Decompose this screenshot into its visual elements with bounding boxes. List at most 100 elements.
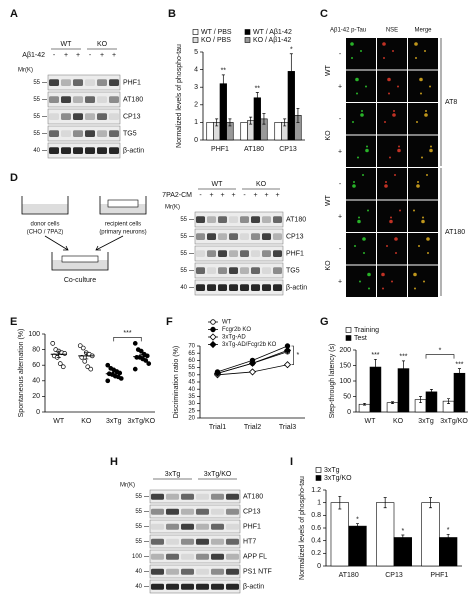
- legend-label: KO / PBS: [201, 37, 231, 44]
- data-point: [60, 364, 66, 370]
- blot-band: [273, 284, 282, 292]
- blot-band: [151, 568, 164, 575]
- blot-band: [196, 523, 209, 530]
- significance-bracket: [425, 354, 455, 359]
- blot-strip: [47, 74, 121, 91]
- coculture-label: Co-culture: [64, 277, 96, 284]
- band-label: PHF1: [123, 79, 141, 86]
- blot-strip: [47, 125, 121, 142]
- y-tick-label: 70: [188, 344, 195, 350]
- well: [51, 252, 109, 271]
- cell: [421, 156, 423, 159]
- blot-band: [85, 79, 95, 87]
- cell: [357, 219, 361, 224]
- legend-swatch: [192, 37, 199, 43]
- cell: [391, 280, 393, 283]
- micrograph: [377, 103, 407, 135]
- x-tick-label: Trial2: [244, 424, 261, 431]
- lane-sign: +: [275, 192, 279, 199]
- cell: [354, 245, 356, 247]
- micrograph: [408, 38, 438, 70]
- y-tick-label: 1: [194, 119, 198, 126]
- blot-strip: [47, 108, 121, 125]
- y-tick-label: 40: [32, 378, 40, 385]
- x-tick-label: 3xTg: [106, 418, 122, 425]
- blot-band: [181, 538, 194, 545]
- cell: [365, 85, 367, 88]
- band-label: TG5: [123, 130, 137, 137]
- error-bar: [139, 353, 144, 360]
- blot-band: [151, 493, 164, 500]
- blot-band: [85, 113, 95, 121]
- legend-label: Test: [354, 335, 367, 342]
- blot-band: [240, 233, 249, 241]
- blot-band: [229, 216, 238, 224]
- data-point: [105, 362, 111, 368]
- bar: [330, 502, 349, 567]
- lane-sign: -: [89, 52, 92, 59]
- micrograph: [377, 200, 407, 232]
- cell: [413, 209, 415, 212]
- error-bar: [457, 368, 461, 379]
- group-label: WT: [212, 181, 224, 188]
- cell: [398, 145, 400, 148]
- panel-letter: B: [168, 8, 176, 20]
- blot-band: [207, 267, 216, 275]
- blot-band: [196, 553, 209, 560]
- blot-band: [181, 568, 194, 575]
- marker: [248, 368, 257, 376]
- micrograph: [346, 265, 376, 297]
- y-tick-label: 0: [36, 409, 40, 416]
- bar: [253, 97, 261, 141]
- marker: [248, 359, 257, 367]
- marker-label: 100: [132, 554, 143, 560]
- band-label: CP13: [286, 233, 304, 240]
- blot-strip: [47, 142, 121, 159]
- bar: [240, 122, 248, 141]
- legend-label: 3xTg/KO: [324, 475, 352, 482]
- error-bar: [356, 523, 360, 529]
- lane-sign: -: [199, 192, 202, 199]
- blot-band: [240, 216, 249, 224]
- axis: [199, 346, 305, 419]
- blot-band: [61, 130, 71, 138]
- lane-sign: +: [76, 52, 80, 59]
- marker: [210, 326, 216, 333]
- group-label: WT: [61, 41, 73, 48]
- blot-band: [262, 284, 271, 292]
- cell: [352, 121, 354, 123]
- marker: [283, 346, 292, 354]
- lane-sign: -: [243, 192, 246, 199]
- cell: [363, 252, 365, 254]
- cell: [350, 42, 354, 46]
- marker: [209, 333, 217, 341]
- blot-band: [97, 147, 107, 155]
- data-point: [143, 358, 149, 363]
- data-point: [105, 378, 111, 384]
- blot-band: [166, 553, 179, 560]
- group-label: 3xTg/KO: [204, 471, 232, 478]
- blot-band: [97, 79, 107, 87]
- blot-band: [61, 79, 71, 87]
- error-bar: [289, 53, 293, 90]
- y-tick-label: 4: [194, 66, 198, 73]
- y-tick-label: 150: [339, 362, 351, 369]
- panel-letter: D: [10, 172, 18, 184]
- blot-band: [73, 147, 83, 155]
- blot-band: [226, 553, 239, 560]
- y-axis-label: Spontaneous alternation (%): [18, 329, 25, 418]
- legend-swatch: [244, 37, 251, 43]
- micrograph: [346, 38, 376, 70]
- marker: [209, 340, 217, 349]
- y-axis-label: Normalized levels of phospho-tau: [176, 44, 183, 148]
- blot-band: [207, 216, 216, 224]
- error-bar: [419, 396, 423, 404]
- cell: [366, 145, 368, 148]
- blot-band: [109, 79, 119, 87]
- column-header: NSE: [386, 28, 398, 34]
- cell: [416, 121, 418, 123]
- blot-band: [151, 583, 164, 590]
- significance: *: [439, 347, 442, 354]
- cell: [381, 272, 385, 277]
- error-bar: [401, 360, 405, 377]
